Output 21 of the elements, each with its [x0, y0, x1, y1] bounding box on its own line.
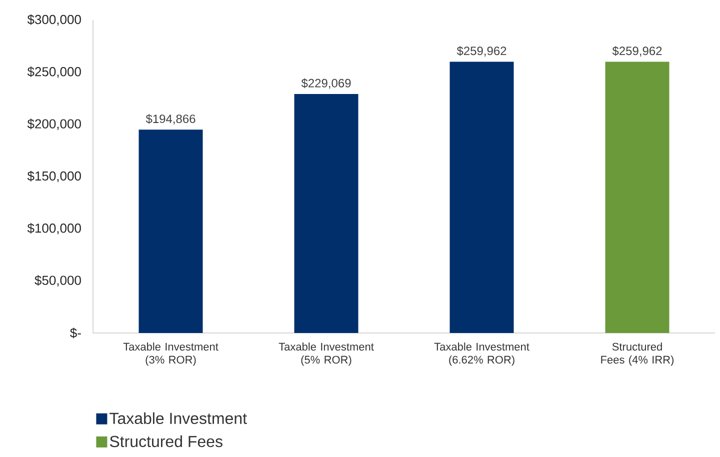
x-tick-label: Taxable Investment (3% ROR)	[123, 342, 218, 366]
bar	[138, 130, 203, 333]
y-tick-label: $300,000	[27, 14, 81, 26]
x-tick-label: Taxable Investment (5% ROR)	[278, 342, 374, 366]
legend-label: Structured Fees	[110, 435, 222, 448]
y-tick-label: $250,000	[27, 66, 81, 78]
y-tick-label: $50,000	[34, 275, 81, 286]
y-tick-label: $200,000	[27, 118, 81, 130]
data-label: $229,069	[301, 78, 351, 89]
legend-label: Taxable Investment	[110, 412, 247, 424]
y-tick-label: $-	[70, 328, 81, 338]
bar	[450, 62, 514, 333]
y-tick-label: $100,000	[27, 223, 81, 234]
data-label: $259,962	[612, 46, 662, 57]
y-tick-label: $150,000	[27, 170, 81, 182]
x-tick-label: Structured Fees (4% IRR)	[601, 342, 674, 366]
data-label: $259,962	[456, 46, 506, 57]
data-label: $194,866	[146, 114, 196, 124]
x-tick-label: Taxable Investment (6.62% ROR)	[434, 342, 530, 366]
bar	[294, 94, 358, 333]
bar	[605, 62, 670, 333]
